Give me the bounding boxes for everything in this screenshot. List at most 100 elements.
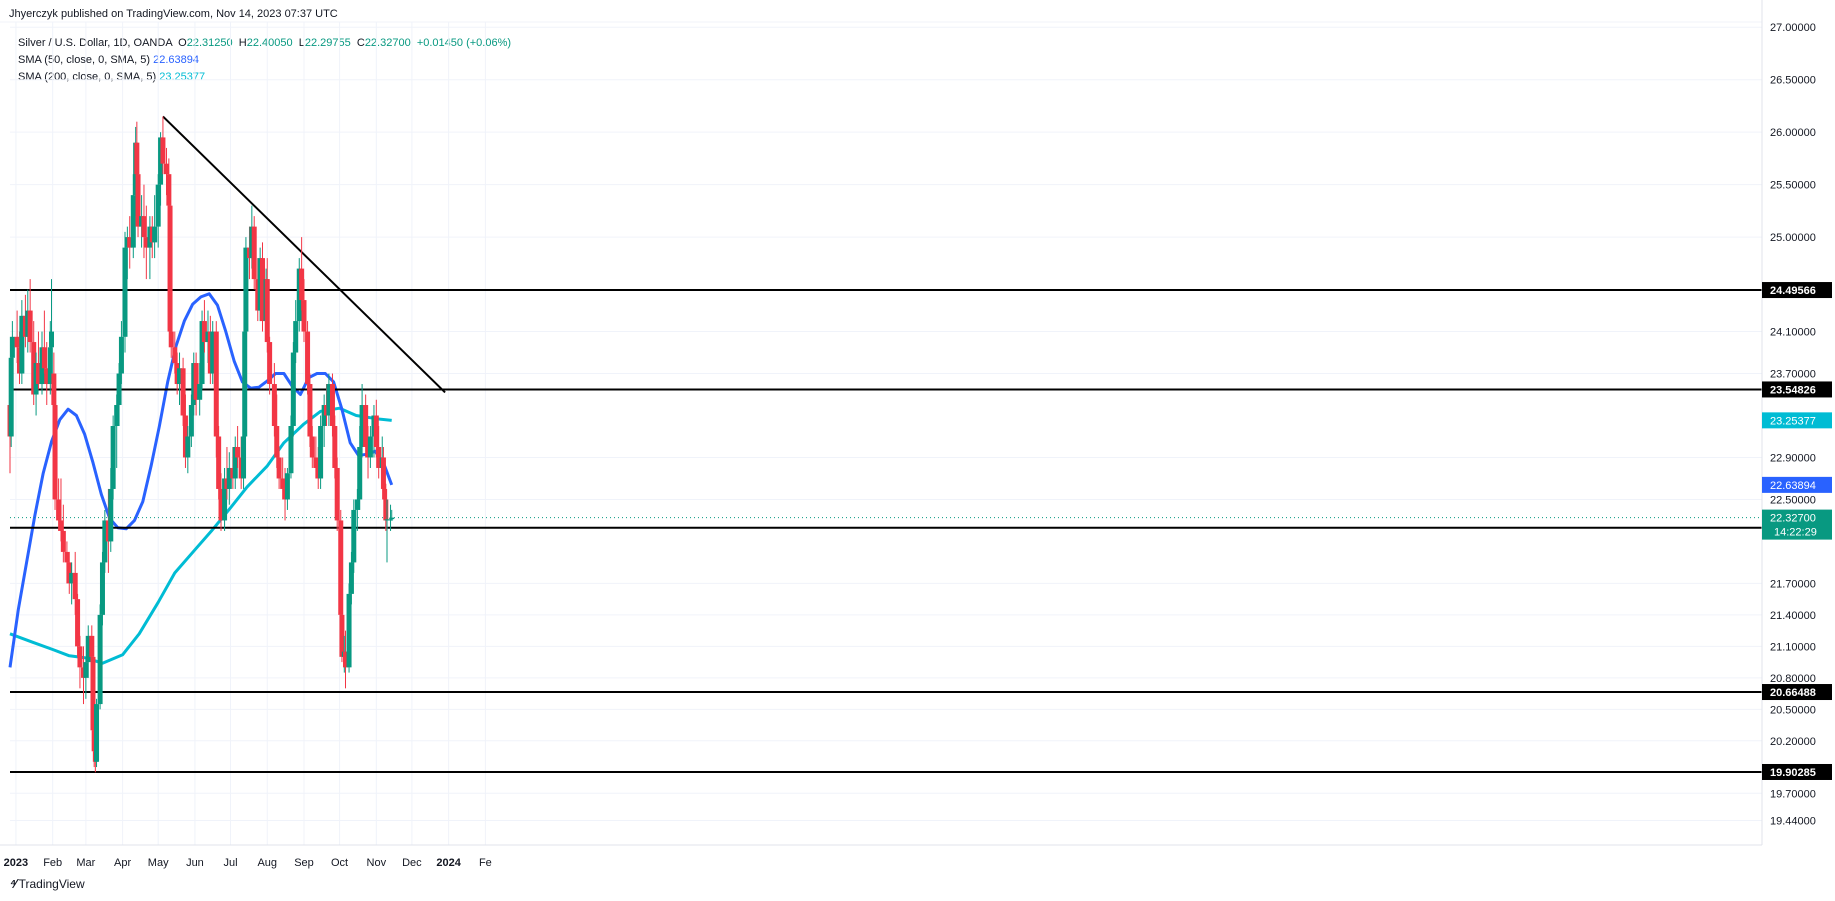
candle-body — [338, 520, 344, 615]
candle-body — [8, 357, 14, 437]
candle-body — [108, 488, 114, 542]
candle-body — [388, 519, 394, 521]
candle-body — [122, 247, 128, 337]
y-tick-label: 19.44000 — [1770, 816, 1816, 828]
candle-body — [97, 614, 103, 705]
sma50-line — [8, 292, 394, 668]
candle-body — [48, 331, 54, 348]
candle-body — [389, 517, 395, 520]
candle-body — [351, 509, 357, 563]
level-price-tag-label: 19.90285 — [1770, 767, 1816, 779]
candle-body — [384, 519, 390, 521]
candle-body — [180, 368, 186, 416]
candle-body — [60, 530, 66, 552]
candle-body — [288, 426, 294, 474]
candle-body — [380, 457, 386, 489]
candle-body — [332, 426, 338, 468]
candle-body — [222, 478, 228, 521]
indicator-price-tag — [1762, 509, 1832, 540]
indicator-price-tag — [1762, 476, 1832, 493]
candle-body — [218, 488, 224, 521]
y-tick-label: 24.10000 — [1770, 327, 1816, 339]
candle-body — [299, 268, 305, 301]
low-label: L — [298, 37, 305, 49]
symbol-label: Silver / U.S. Dollar, 1D, OANDA — [18, 37, 173, 49]
indicator-price-tag-label: 23.25377 — [1770, 415, 1816, 427]
candle-body — [329, 384, 335, 426]
candle-body — [293, 321, 299, 353]
tradingview-logo[interactable]: ⁴⁄ TradingView — [10, 876, 85, 891]
candle-body — [307, 384, 313, 437]
candle-body — [130, 195, 136, 248]
candle-body — [359, 405, 365, 447]
candle-body — [348, 562, 354, 594]
candle-body — [9, 336, 15, 358]
candle-body — [235, 446, 241, 458]
candle-body — [27, 310, 33, 343]
level-price-tag-label: 23.54826 — [1770, 384, 1816, 396]
candle-body — [241, 436, 247, 479]
candle-body — [135, 174, 141, 227]
candle-body — [242, 331, 248, 437]
candle-body — [284, 473, 290, 500]
sma50-value: 22.63894 — [153, 54, 200, 66]
candle-body — [201, 321, 207, 343]
close-label: C — [356, 37, 365, 49]
candle-body — [163, 163, 169, 175]
y-tick-label: 21.70000 — [1770, 578, 1816, 590]
candle-body — [116, 373, 122, 406]
sma50-label: SMA (50, close, 0, SMA, 5) — [18, 54, 151, 66]
candle-body — [141, 216, 147, 238]
candle-body — [41, 347, 47, 369]
candle-body — [342, 651, 348, 668]
candle-body — [114, 405, 120, 426]
candle-body — [14, 336, 20, 348]
candle-body — [44, 368, 50, 385]
candle-body — [167, 205, 173, 332]
candle-body — [339, 614, 345, 657]
y-tick-label: 21.40000 — [1770, 610, 1816, 622]
candle-body — [155, 184, 161, 227]
indicator-price-tag-label: 22.63894 — [1770, 480, 1816, 492]
candle-body — [52, 405, 58, 500]
candle-body — [383, 499, 389, 521]
candle-body — [64, 551, 70, 563]
y-tick-label: 20.50000 — [1770, 704, 1816, 716]
high-value: 22.40050 — [246, 37, 293, 49]
x-tick-label: Jun — [186, 857, 204, 869]
candle-body — [232, 446, 238, 479]
x-tick-label: 2023 — [4, 857, 28, 869]
sma50-row[interactable]: SMA (50, close, 0, SMA, 5) 22.63894 — [18, 52, 511, 69]
candle-body — [264, 279, 270, 343]
x-tick-label: Jul — [223, 857, 237, 869]
candle-body — [280, 478, 286, 489]
candle-body — [309, 436, 315, 458]
candle-body — [134, 142, 140, 175]
candle-body — [99, 562, 105, 615]
tradingview-logo-icon: ⁴⁄ — [10, 876, 16, 891]
candle-body — [188, 405, 194, 437]
candle-body — [363, 405, 369, 447]
candle-body — [83, 662, 89, 678]
candle-body — [94, 704, 100, 762]
candle-body — [102, 520, 108, 563]
x-tick-label: Feb — [43, 857, 62, 869]
change-value: +0.01450 (+0.06%) — [416, 37, 512, 49]
candle-body — [127, 237, 133, 248]
x-tick-label: Dec — [402, 857, 422, 869]
candle-body — [72, 572, 78, 600]
candle-body — [267, 342, 273, 385]
open-value: 22.31250 — [186, 37, 233, 49]
candle-body — [290, 352, 296, 426]
x-tick-label: Apr — [114, 857, 131, 869]
candle-body — [85, 635, 91, 663]
level-price-tag-label: 20.66488 — [1770, 687, 1816, 699]
candle-body — [382, 488, 388, 500]
x-tick-label: Sep — [294, 857, 314, 869]
candle-body — [69, 572, 75, 584]
y-tick-label: 19.70000 — [1770, 788, 1816, 800]
candle-body — [110, 426, 116, 489]
candle-body — [193, 363, 199, 400]
candle-body — [334, 467, 340, 521]
